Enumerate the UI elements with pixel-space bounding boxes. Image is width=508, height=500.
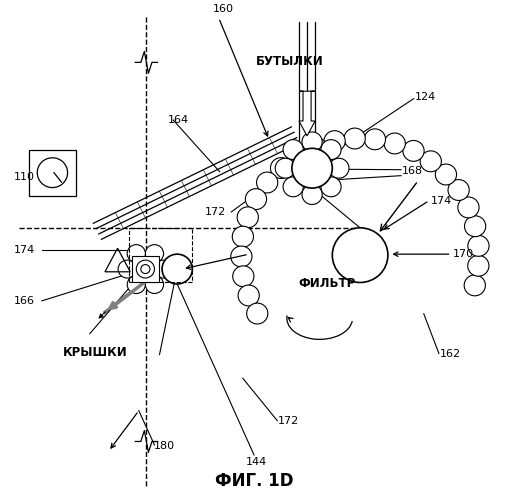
Circle shape xyxy=(329,158,349,178)
Circle shape xyxy=(154,260,173,278)
Circle shape xyxy=(136,260,154,278)
Circle shape xyxy=(283,177,303,197)
Circle shape xyxy=(287,146,308,167)
Circle shape xyxy=(283,140,303,160)
Circle shape xyxy=(321,140,341,160)
Circle shape xyxy=(321,177,341,197)
Text: 180: 180 xyxy=(154,442,175,452)
Circle shape xyxy=(435,164,457,185)
Circle shape xyxy=(231,246,252,267)
Circle shape xyxy=(141,264,150,274)
Text: 172: 172 xyxy=(278,416,300,426)
Text: КРЫШКИ: КРЫШКИ xyxy=(62,346,127,358)
Text: 170: 170 xyxy=(453,249,473,259)
Circle shape xyxy=(238,285,259,306)
Text: 166: 166 xyxy=(14,296,35,306)
Circle shape xyxy=(344,128,365,149)
Text: 172: 172 xyxy=(205,207,226,217)
Circle shape xyxy=(332,228,388,282)
Circle shape xyxy=(403,140,424,162)
Circle shape xyxy=(145,244,164,262)
Circle shape xyxy=(127,244,145,262)
Polygon shape xyxy=(299,91,315,136)
Circle shape xyxy=(302,184,322,204)
Circle shape xyxy=(145,276,164,293)
Text: БУТЫЛКИ: БУТЫЛКИ xyxy=(256,55,323,68)
Circle shape xyxy=(270,158,292,178)
Circle shape xyxy=(448,180,469,201)
Text: 174: 174 xyxy=(14,245,35,255)
Circle shape xyxy=(237,207,259,228)
Text: ФИЛЬТР: ФИЛЬТР xyxy=(299,278,356,290)
Text: 162: 162 xyxy=(440,348,461,358)
Bar xyxy=(129,228,193,282)
Circle shape xyxy=(162,254,193,284)
Circle shape xyxy=(420,151,441,172)
Circle shape xyxy=(247,303,268,324)
Circle shape xyxy=(324,130,345,152)
Text: 168: 168 xyxy=(402,166,423,175)
Circle shape xyxy=(127,276,145,293)
Circle shape xyxy=(458,197,479,218)
Circle shape xyxy=(233,266,254,286)
Circle shape xyxy=(364,129,386,150)
Circle shape xyxy=(118,260,136,278)
Text: 110: 110 xyxy=(14,172,35,181)
Text: 160: 160 xyxy=(213,4,234,14)
Circle shape xyxy=(464,275,485,296)
Circle shape xyxy=(257,172,278,193)
Circle shape xyxy=(245,188,267,210)
Circle shape xyxy=(305,136,326,158)
Text: 164: 164 xyxy=(168,115,189,125)
Circle shape xyxy=(384,133,405,154)
Circle shape xyxy=(292,148,332,188)
Circle shape xyxy=(37,158,68,188)
Text: 144: 144 xyxy=(246,458,267,468)
Circle shape xyxy=(464,216,486,236)
Text: 174: 174 xyxy=(431,196,452,205)
Circle shape xyxy=(302,132,322,152)
Circle shape xyxy=(468,256,489,276)
Bar xyxy=(132,256,159,282)
Circle shape xyxy=(232,226,253,247)
Circle shape xyxy=(468,236,489,256)
Text: 124: 124 xyxy=(415,92,436,102)
Bar xyxy=(29,150,76,196)
Text: ФИГ. 1D: ФИГ. 1D xyxy=(215,472,293,490)
Circle shape xyxy=(275,158,296,178)
